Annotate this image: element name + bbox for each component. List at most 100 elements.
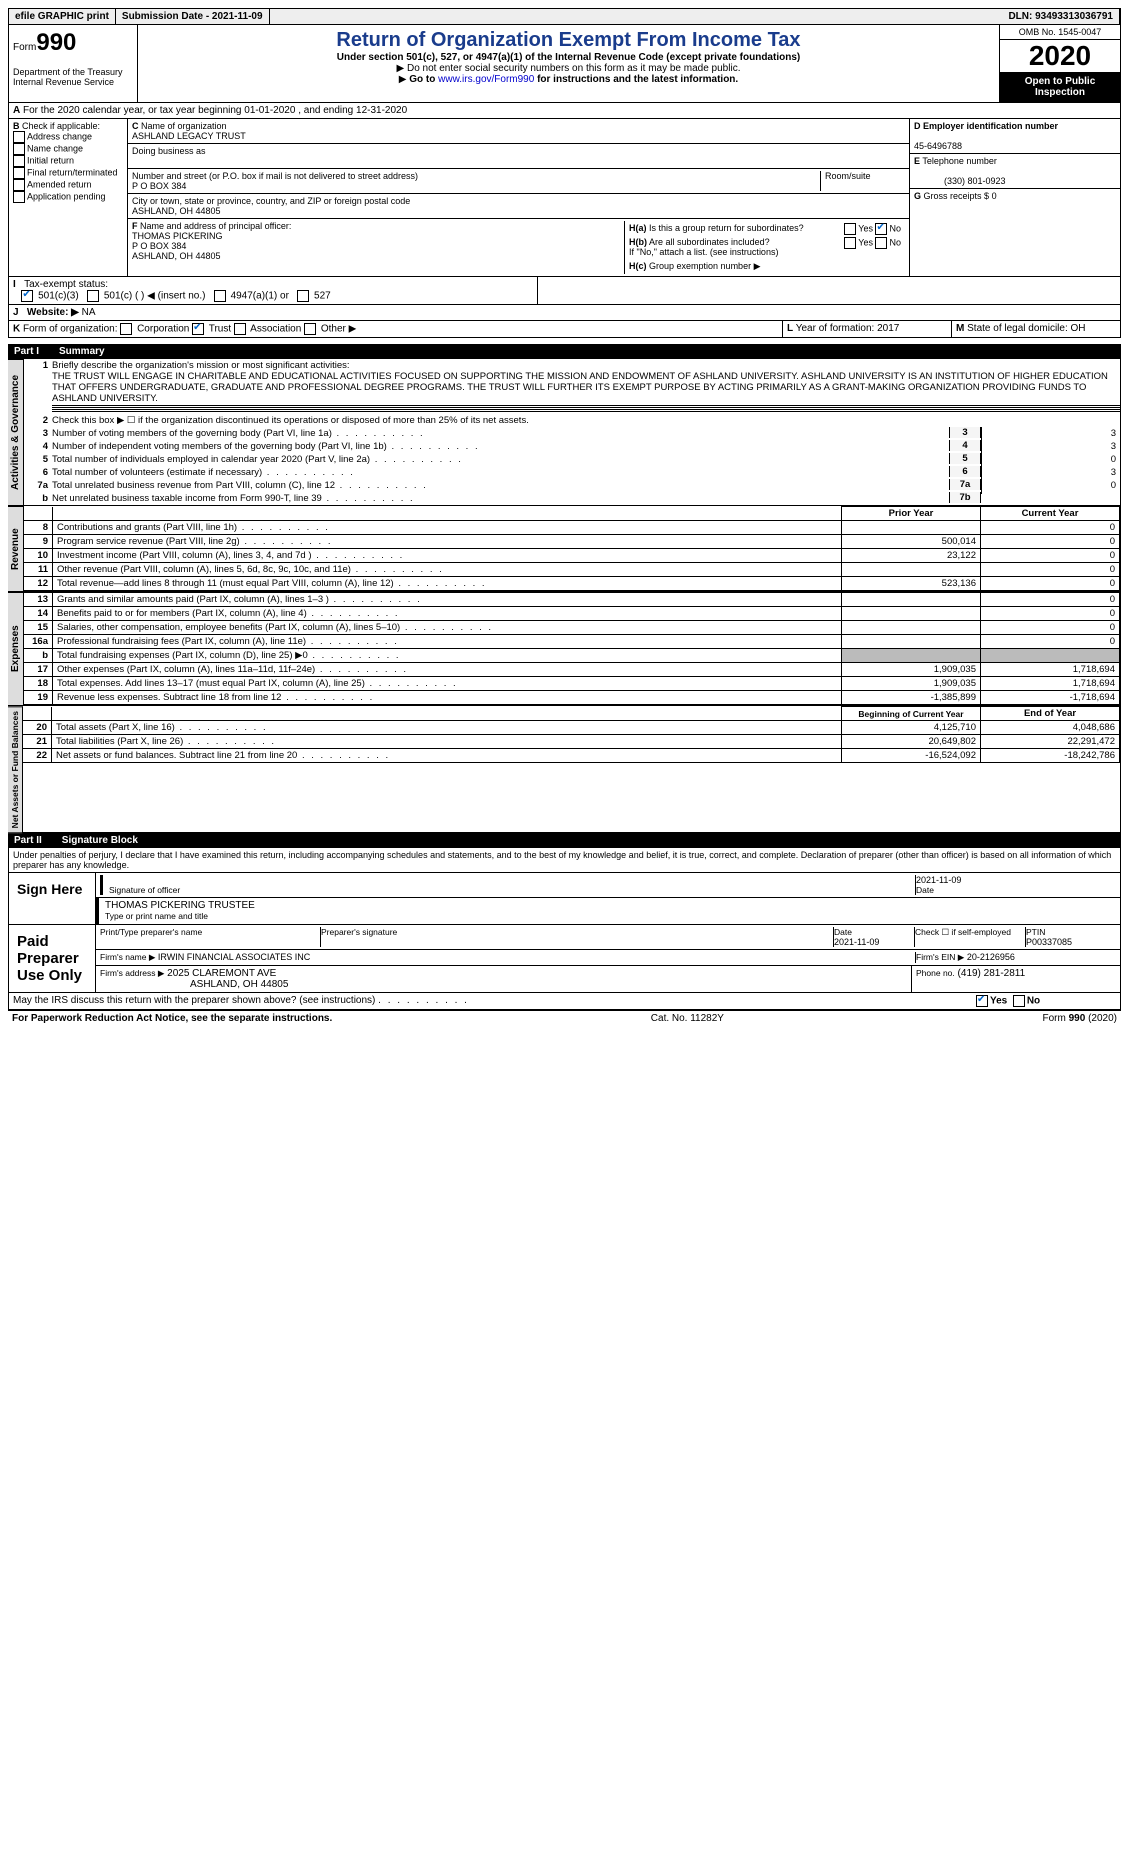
efile-label: efile GRAPHIC print (9, 9, 116, 24)
revenue-block: Revenue Prior Year Current Year 8 Contri… (8, 506, 1121, 592)
firm-name: IRWIN FINANCIAL ASSOCIATES INC (158, 952, 310, 962)
ha-yes[interactable] (844, 223, 856, 235)
col-deg: D Employer identification number 45-6496… (909, 119, 1120, 276)
year-formation: 2017 (877, 323, 899, 334)
chk-527[interactable] (297, 290, 309, 302)
form-footer-label: Form 990 (2020) (1043, 1013, 1117, 1024)
table-row: 10 Investment income (Part VIII, column … (24, 549, 1120, 563)
ha-no[interactable] (875, 223, 887, 235)
line-a: A For the 2020 calendar year, or tax yea… (8, 103, 1121, 119)
header-left: Form990 Department of the Treasury Inter… (9, 25, 138, 102)
org-city: ASHLAND, OH 44805 (132, 206, 221, 216)
revenue-table: Prior Year Current Year 8 Contributions … (24, 506, 1120, 591)
may-irs-yes[interactable] (976, 995, 988, 1007)
part-ii-header: Part II Signature Block (8, 833, 1121, 848)
table-row: 18 Total expenses. Add lines 13–17 (must… (24, 677, 1120, 691)
open-to-public: Open to Public Inspection (1000, 72, 1120, 102)
table-row: 8 Contributions and grants (Part VIII, l… (24, 521, 1120, 535)
form-title: Return of Organization Exempt From Incom… (142, 29, 995, 52)
officer-name: THOMAS PICKERING (132, 231, 223, 241)
tab-net-assets: Net Assets or Fund Balances (8, 706, 23, 833)
table-row: 13 Grants and similar amounts paid (Part… (24, 593, 1120, 607)
form-header: Form990 Department of the Treasury Inter… (8, 25, 1121, 103)
org-name: ASHLAND LEGACY TRUST (132, 131, 246, 141)
ag-line: 6 Total number of volunteers (estimate i… (24, 466, 1120, 479)
dln: DLN: 93493313036791 (1002, 9, 1120, 24)
tab-revenue: Revenue (8, 506, 24, 592)
chk-4947[interactable] (214, 290, 226, 302)
org-street: P O BOX 384 (132, 181, 186, 191)
declaration-text: Under penalties of perjury, I declare th… (8, 848, 1121, 873)
chk-corp[interactable] (120, 323, 132, 335)
ag-line: b Net unrelated business taxable income … (24, 492, 1120, 505)
identity-section: B Check if applicable: Address change Na… (8, 119, 1121, 277)
line-klm: K Form of organization: Corporation Trus… (8, 321, 1121, 338)
firm-phone: (419) 281-2811 (958, 968, 1026, 979)
line-j: J Website: ▶ NA (8, 305, 1121, 321)
omb-number: OMB No. 1545-0047 (1000, 25, 1120, 40)
ein: 45-6496788 (914, 141, 962, 151)
chk-501c[interactable] (87, 290, 99, 302)
ag-line: 5 Total number of individuals employed i… (24, 453, 1120, 466)
table-row: b Total fundraising expenses (Part IX, c… (24, 649, 1120, 663)
form-subtitle: Under section 501(c), 527, or 4947(a)(1)… (142, 52, 995, 63)
chk-final-return[interactable] (13, 167, 25, 179)
submission-date: Submission Date - 2021-11-09 (116, 9, 270, 24)
chk-address-change[interactable] (13, 131, 25, 143)
tax-year: 2020 (1000, 40, 1120, 72)
line-i: I Tax-exempt status: 501(c)(3) 501(c) ( … (8, 277, 1121, 305)
note-link: ▶ Go to www.irs.gov/Form990 for instruct… (142, 74, 995, 85)
table-row: 15 Salaries, other compensation, employe… (24, 621, 1120, 635)
irs-link[interactable]: www.irs.gov/Form990 (438, 74, 534, 85)
chk-app-pending[interactable] (13, 191, 25, 203)
chk-name-change[interactable] (13, 143, 25, 155)
net-assets-block: Net Assets or Fund Balances Beginning of… (8, 706, 1121, 833)
table-row: 20 Total assets (Part X, line 16) 4,125,… (23, 721, 1120, 735)
activities-governance-block: Activities & Governance 1 Briefly descri… (8, 359, 1121, 506)
hb-yes[interactable] (844, 237, 856, 249)
tab-activities: Activities & Governance (8, 359, 24, 506)
paid-preparer-block: Paid Preparer Use Only Print/Type prepar… (8, 925, 1121, 993)
note-ssn: Do not enter social security numbers on … (142, 63, 995, 74)
table-row: 17 Other expenses (Part IX, column (A), … (24, 663, 1120, 677)
top-bar: efile GRAPHIC print Submission Date - 20… (8, 8, 1121, 25)
expenses-block: Expenses 13 Grants and similar amounts p… (8, 592, 1121, 706)
hb-no[interactable] (875, 237, 887, 249)
mission-text: THE TRUST WILL ENGAGE IN CHARITABLE AND … (52, 371, 1108, 404)
net-assets-table: Beginning of Current Year End of Year 20… (23, 706, 1120, 763)
chk-other[interactable] (304, 323, 316, 335)
may-irs-no[interactable] (1013, 995, 1025, 1007)
table-row: 16a Professional fundraising fees (Part … (24, 635, 1120, 649)
sign-here-block: Sign Here Signature of officer 2021-11-0… (8, 873, 1121, 925)
state-domicile: OH (1071, 323, 1086, 334)
form-number: 990 (36, 29, 76, 56)
chk-amended[interactable] (13, 179, 25, 191)
table-row: 14 Benefits paid to or for members (Part… (24, 607, 1120, 621)
officer-sig-name: THOMAS PICKERING TRUSTEE (105, 900, 255, 911)
ag-line: 4 Number of independent voting members o… (24, 440, 1120, 453)
ag-line: 3 Number of voting members of the govern… (24, 427, 1120, 440)
table-row: 9 Program service revenue (Part VIII, li… (24, 535, 1120, 549)
ptin: P00337085 (1026, 937, 1072, 947)
ag-line: 7a Total unrelated business revenue from… (24, 479, 1120, 492)
may-irs-row: May the IRS discuss this return with the… (8, 993, 1121, 1010)
department-label: Department of the Treasury Internal Reve… (13, 67, 133, 87)
phone: (330) 801-0923 (914, 176, 1006, 186)
firm-ein: 20-2126956 (967, 952, 1015, 962)
part-i-header: Part I Summary (8, 344, 1121, 359)
col-c-org: C Name of organization ASHLAND LEGACY TR… (128, 119, 909, 276)
footer: For Paperwork Reduction Act Notice, see … (8, 1010, 1121, 1026)
table-row: 19 Revenue less expenses. Subtract line … (24, 691, 1120, 705)
table-row: 21 Total liabilities (Part X, line 26) 2… (23, 735, 1120, 749)
tab-expenses: Expenses (8, 592, 24, 706)
website: NA (82, 307, 96, 318)
gross-receipts: 0 (992, 191, 997, 201)
chk-assoc[interactable] (234, 323, 246, 335)
header-right: OMB No. 1545-0047 2020 Open to Public In… (999, 25, 1120, 102)
header-center: Return of Organization Exempt From Incom… (138, 25, 999, 102)
chk-initial-return[interactable] (13, 155, 25, 167)
col-b-checkboxes: B Check if applicable: Address change Na… (9, 119, 128, 276)
chk-501c3[interactable] (21, 290, 33, 302)
table-row: 22 Net assets or fund balances. Subtract… (23, 749, 1120, 763)
chk-trust[interactable] (192, 323, 204, 335)
